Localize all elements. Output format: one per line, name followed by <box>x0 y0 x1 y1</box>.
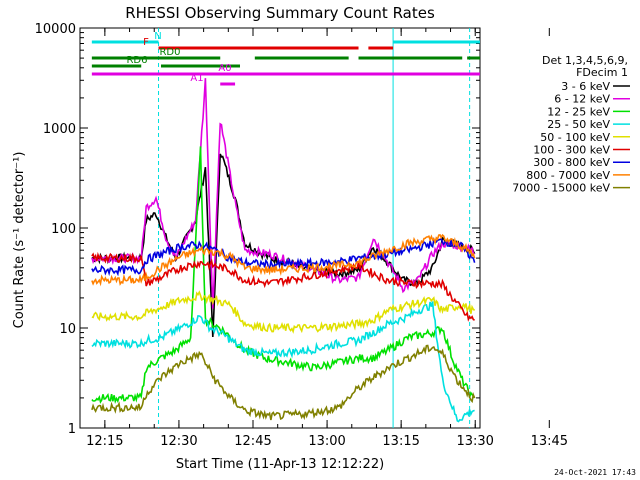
chart-title: RHESSI Observing Summary Count Rates <box>125 4 435 22</box>
series-line <box>91 233 476 287</box>
y-tick-label: 10000 <box>35 22 76 37</box>
x-tick-label: 12:30 <box>160 434 197 449</box>
flag-bar-label: RD6 <box>126 55 147 66</box>
plot-area: 12:15 12:30 12:45 13:00 13:15 13:30 13:45 1 10 10… <box>35 22 568 449</box>
flag-bar-label: F <box>143 37 149 48</box>
x-tick-label: 13:00 <box>308 434 345 449</box>
series-line <box>91 251 475 322</box>
series-line <box>91 146 476 404</box>
x-tick-label: 13:30 <box>456 434 493 449</box>
flag-bar-label: A0 <box>218 63 231 74</box>
flag-bar-label: A1 <box>190 73 203 84</box>
legend-entry: 800 - 7000 keV <box>526 169 610 182</box>
series-line <box>91 301 475 423</box>
series-line <box>91 237 476 277</box>
legend-header: Det 1,3,4,5,6,9, <box>542 54 628 67</box>
x-tick-label: 12:15 <box>86 434 123 449</box>
legend-entry: 25 - 50 keV <box>547 118 610 131</box>
legend-entry: 7000 - 15000 keV <box>512 182 610 195</box>
x-tick-label: 13:45 <box>531 434 568 449</box>
x-tick-label: 12:45 <box>234 434 271 449</box>
legend-entry: 50 - 100 keV <box>540 131 610 144</box>
series-line <box>91 153 476 338</box>
series-line <box>91 344 476 421</box>
y-tick-label: 100 <box>51 222 76 237</box>
y-tick-label: 1000 <box>43 122 76 137</box>
legend-entry: 3 - 6 keV <box>561 80 610 93</box>
y-axis-label: Count Rate (s⁻¹ detector⁻¹) <box>12 152 27 329</box>
flag-bar-label: RD0 <box>159 47 180 58</box>
legend-entry: 6 - 12 keV <box>554 93 610 106</box>
y-tick-label: 1 <box>68 422 76 437</box>
y-tick-label: 10 <box>59 322 76 337</box>
legend-header: FDecim 1 <box>576 66 628 79</box>
x-tick-label: 13:15 <box>382 434 419 449</box>
legend-entry: 12 - 25 keV <box>547 105 610 118</box>
legend-entry: 100 - 300 keV <box>533 144 610 157</box>
timestamp: 24-Oct-2021 17:43 <box>554 468 636 477</box>
flag-bar-label: N <box>154 31 161 42</box>
legend-entry: 300 - 800 keV <box>533 156 610 169</box>
series-line <box>91 290 476 334</box>
x-axis-label: Start Time (11-Apr-13 12:12:22) <box>176 457 384 472</box>
